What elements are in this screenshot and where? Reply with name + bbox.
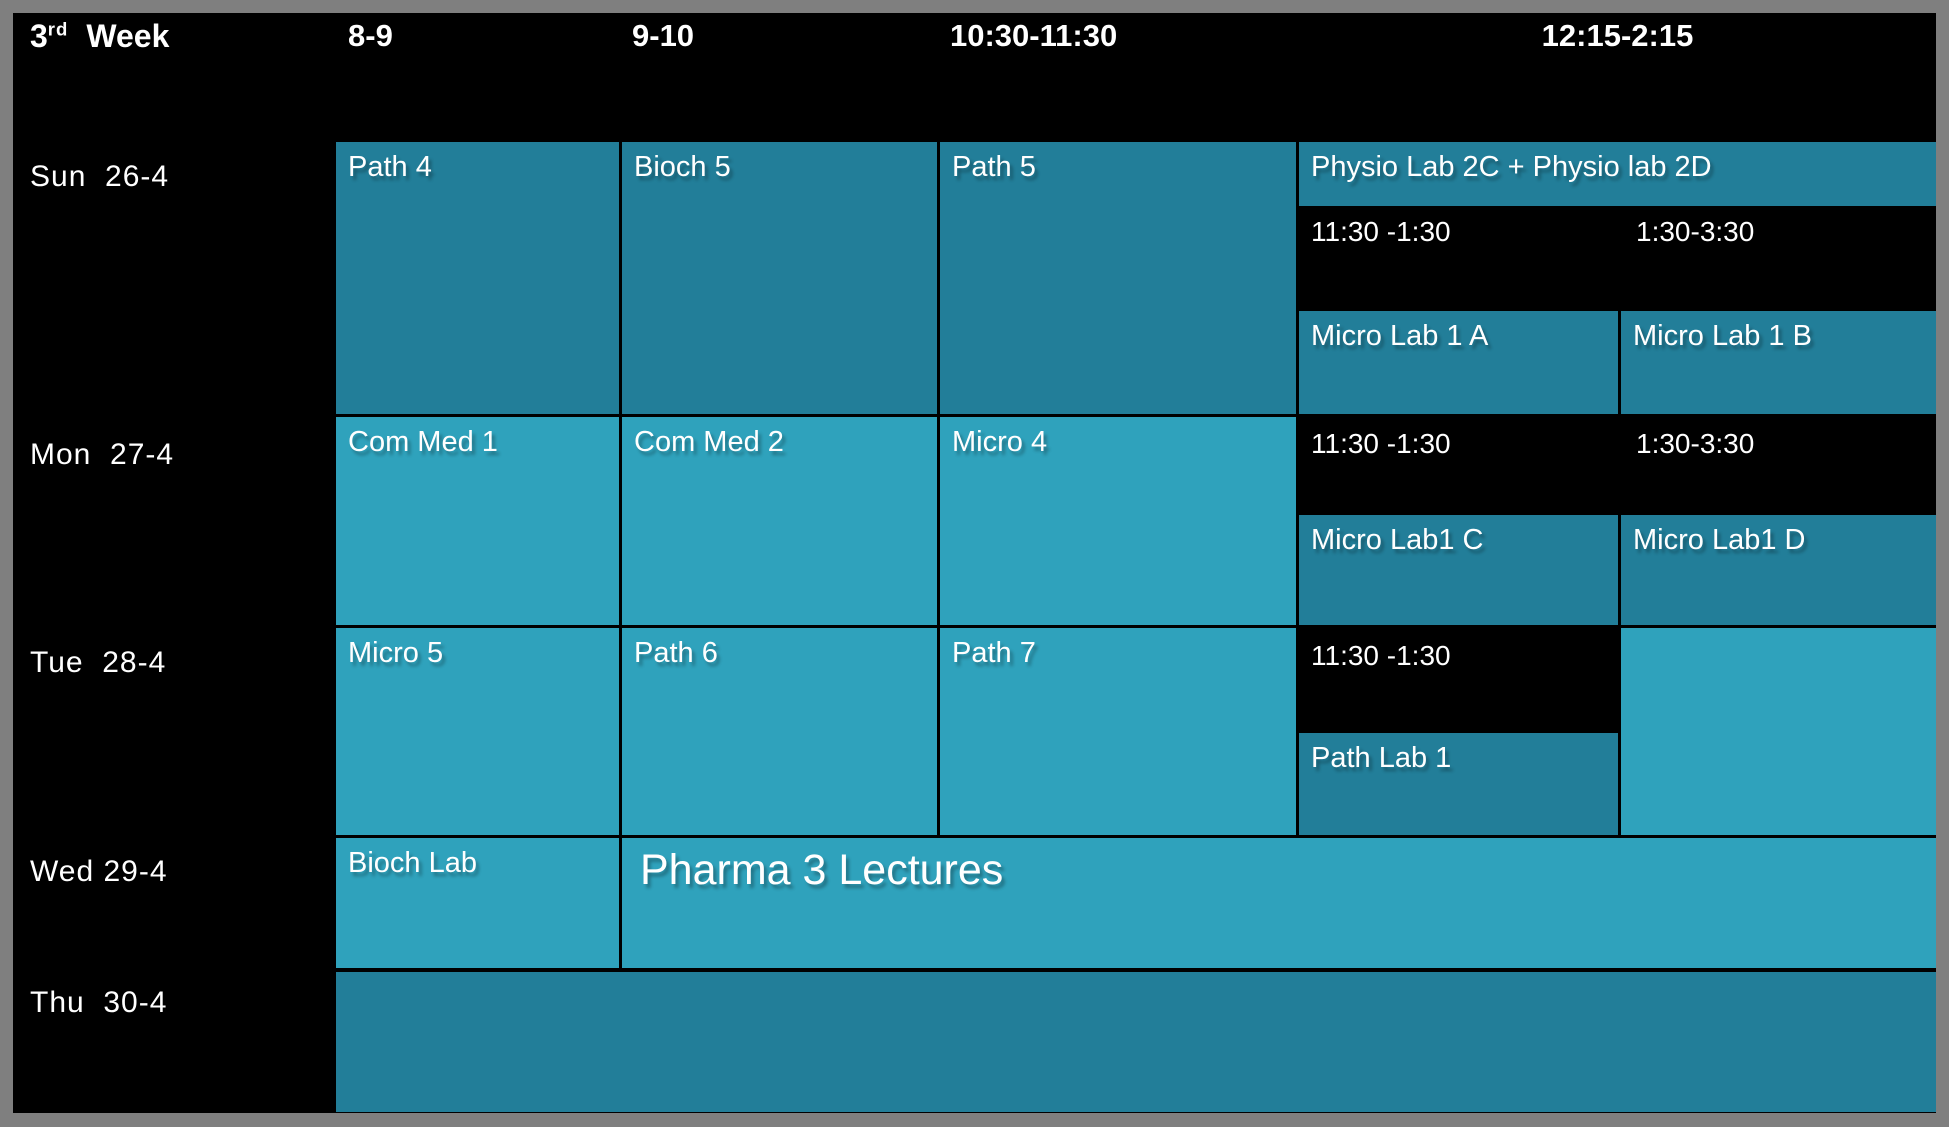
day-label-tue: Tue 28-4 (30, 646, 167, 679)
cell-tue-path6: Path 6 (622, 628, 937, 835)
cell-wed-bioch-lab: Bioch Lab (336, 838, 619, 968)
cell-mon-micro4: Micro 4 (940, 417, 1296, 625)
cell-thu-empty (336, 972, 1936, 1112)
day-label-thu: Thu 30-4 (30, 986, 168, 1019)
day-label-sun: Sun 26-4 (30, 160, 170, 193)
cell-sun-path5: Path 5 (940, 142, 1296, 414)
cell-tue-micro5: Micro 5 (336, 628, 619, 835)
cell-sun-path4: Path 4 (336, 142, 619, 414)
cell-sun-bioch5: Bioch 5 (622, 142, 937, 414)
cell-wed-pharma-lectures: Pharma 3 Lectures (622, 838, 1936, 968)
cell-tue-path7: Path 7 (940, 628, 1296, 835)
time-header-9-10: 9-10 (632, 18, 695, 53)
week-title: 3rd Week (30, 18, 169, 55)
week-word: Week (86, 18, 170, 54)
time-header-1215-215: 12:15-2:15 (1541, 18, 1694, 53)
day-label-wed: Wed 29-4 (30, 855, 168, 888)
cell-mon-commed2: Com Med 2 (622, 417, 937, 625)
cell-sun-micro-lab-b: Micro Lab 1 B (1621, 311, 1936, 414)
cell-mon-commed1: Com Med 1 (336, 417, 619, 625)
cell-tue-path-lab1: Path Lab 1 (1299, 733, 1618, 835)
cell-mon-micro-lab-c: Micro Lab1 C (1299, 515, 1618, 625)
time-header-8-9: 8-9 (348, 18, 393, 53)
cell-sun-micro-lab-a: Micro Lab 1 A (1299, 311, 1618, 414)
cell-tue-empty (1621, 628, 1936, 835)
cell-mon-micro-lab-d: Micro Lab1 D (1621, 515, 1936, 625)
week-number: 3 (30, 18, 48, 54)
mon-time-b: 1:30-3:30 (1636, 428, 1755, 459)
mon-time-a: 11:30 -1:30 (1311, 428, 1451, 459)
time-header-1030-1130: 10:30-11:30 (950, 18, 1118, 53)
sun-time-a: 11:30 -1:30 (1311, 216, 1451, 247)
cell-sun-physio-lab: Physio Lab 2C + Physio lab 2D (1299, 142, 1936, 206)
sun-time-b: 1:30-3:30 (1636, 216, 1755, 247)
day-label-mon: Mon 27-4 (30, 438, 175, 471)
tue-time-a: 11:30 -1:30 (1311, 640, 1451, 671)
week-ordinal: rd (47, 18, 69, 40)
